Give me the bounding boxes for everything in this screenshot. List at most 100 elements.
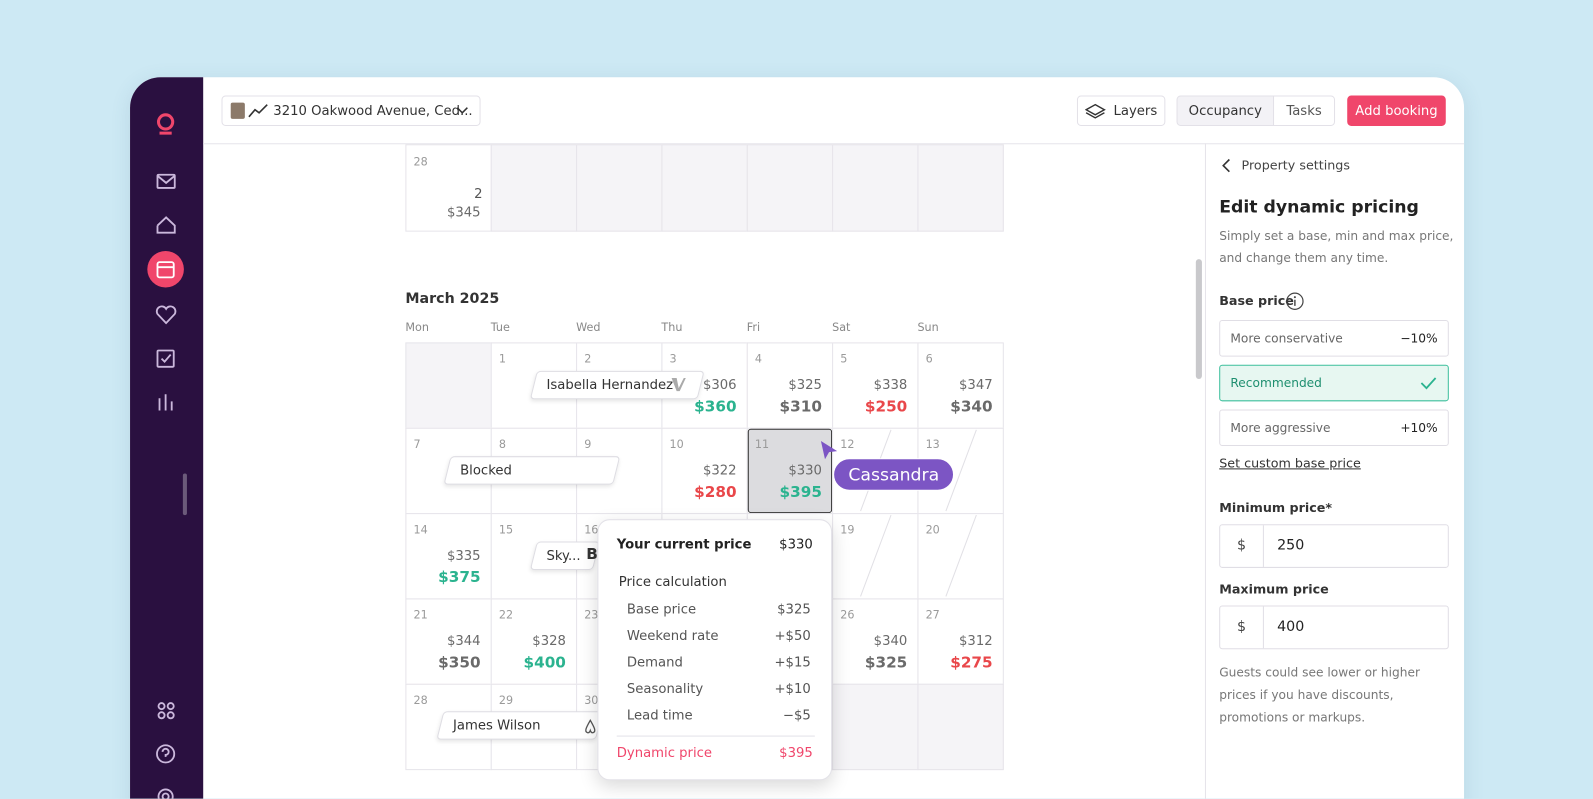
base-price-option[interactable]: More aggressive +10%: [1219, 409, 1449, 447]
weekday: Sun: [917, 321, 939, 335]
home-icon[interactable]: [156, 216, 176, 234]
tooltip-item: Base price: [626, 602, 697, 618]
option-label: Recommended: [1230, 375, 1322, 391]
tooltip-value: $330: [779, 537, 813, 553]
dynamic-price: $350: [438, 653, 481, 672]
check: [1420, 377, 1437, 390]
price: $322: [702, 463, 737, 479]
calendar-cell[interactable]: [917, 683, 1004, 771]
weekday: Mon: [405, 321, 429, 335]
tooltip-item: Weekend rate: [626, 628, 719, 645]
day-number: 10: [669, 437, 684, 452]
dynamic-price: $280: [694, 482, 737, 501]
day-number: 6: [925, 352, 933, 366]
info-icon: [1285, 292, 1304, 315]
layers-label: Layers: [1113, 103, 1158, 119]
dynamic-price: $375: [438, 567, 481, 587]
base-price-option[interactable]: More conservative −10%: [1219, 320, 1449, 357]
dynamic-price: $310: [779, 397, 822, 416]
price-input[interactable]: $400: [1219, 605, 1449, 650]
calendar-cell[interactable]: [832, 683, 919, 771]
sidebar-icons: [147, 113, 187, 799]
day-number: 30: [584, 693, 599, 708]
dynamic-price: $340: [950, 397, 993, 416]
selected-cell: [747, 428, 833, 514]
back-link[interactable]: Property settings: [1241, 157, 1350, 173]
currency: $: [1220, 525, 1264, 567]
panel-description: Simply set a base, min and max price, an…: [1219, 228, 1454, 266]
price: $338: [873, 377, 908, 394]
calendar-cell[interactable]: [917, 342, 1004, 429]
booking-bar[interactable]: Blocked: [443, 456, 621, 485]
custom-price-link[interactable]: Set custom base price: [1219, 455, 1361, 471]
day-number: 20: [925, 523, 940, 537]
moon-icon: [464, 188, 472, 203]
collaborator-label: Cassandra: [833, 458, 955, 491]
field-label: Maximum price: [1219, 581, 1329, 597]
sidebar: [130, 77, 204, 799]
tab[interactable]: Tasks: [1273, 95, 1336, 126]
calendar-cell[interactable]: [746, 342, 834, 429]
input-value: 400: [1277, 618, 1305, 635]
guest-name: Sky...: [546, 548, 581, 564]
apps-icon[interactable]: [157, 702, 175, 720]
calendar-cell[interactable]: [405, 598, 492, 685]
back-icon: [1220, 157, 1232, 177]
guest-name: Isabella Hernandez: [546, 377, 674, 394]
day-number: 9: [584, 437, 592, 452]
layers-button[interactable]: Layers: [1076, 95, 1166, 126]
guest-name: James Wilson: [453, 718, 541, 734]
favorites-icon[interactable]: [155, 305, 177, 325]
field-label: Minimum price*: [1219, 499, 1333, 516]
calendar-cell[interactable]: [917, 598, 1004, 685]
month-title: March 2025: [405, 290, 500, 307]
chevron-left: [1222, 158, 1230, 173]
day-number: 4: [754, 352, 762, 366]
day-number: 11: [754, 437, 770, 452]
vrbo: [671, 377, 686, 392]
booking-bar[interactable]: James Wilson: [436, 711, 603, 740]
help-icon[interactable]: [156, 744, 176, 764]
check-icon: [1419, 374, 1437, 395]
base-price-option[interactable]: Recommended: [1219, 364, 1449, 402]
airbnb-icon: [583, 718, 597, 738]
day-number: 23: [584, 608, 599, 622]
calendar-cell[interactable]: [405, 342, 492, 429]
tab[interactable]: Occupancy: [1176, 95, 1275, 126]
day-number: 21: [413, 608, 428, 622]
option-adjustment: +10%: [1400, 420, 1438, 435]
tooltip-item-value: +$10: [774, 681, 811, 697]
settings-icon[interactable]: [157, 788, 174, 799]
option-label: More conservative: [1230, 331, 1343, 346]
property-thumb: [230, 102, 268, 119]
property-select[interactable]: 3210 Oakwood Avenue, Ced...: [221, 95, 481, 126]
stats-icon[interactable]: [158, 394, 173, 411]
hatch: [945, 429, 977, 512]
inbox-icon[interactable]: [156, 173, 176, 189]
chevron: [456, 107, 468, 114]
input-value: 250: [1277, 537, 1305, 554]
tasks-icon[interactable]: [156, 349, 175, 368]
dynamic-price: $360: [694, 397, 737, 416]
day-number: 27: [925, 608, 940, 622]
calendar-icon[interactable]: [147, 250, 184, 288]
price: $340: [873, 633, 908, 650]
dynamic-price: $325: [864, 653, 908, 672]
tooltip-total-label: Dynamic price: [616, 745, 713, 761]
day-number: 26: [840, 608, 855, 622]
option-label: More aggressive: [1230, 420, 1331, 435]
calendar-cell[interactable]: [832, 342, 919, 429]
tooltip-item: Seasonality: [626, 681, 704, 697]
day-number: 5: [840, 352, 848, 366]
price-input[interactable]: $250: [1219, 524, 1449, 568]
weekday: Fri: [746, 321, 761, 335]
weekday: Wed: [576, 321, 601, 335]
dynamic-price: $395: [779, 482, 822, 501]
property-name: 3210 Oakwood Avenue, Ced...: [273, 103, 473, 119]
calendar-cell[interactable]: [490, 598, 578, 685]
add-booking-button[interactable]: Add booking: [1347, 95, 1446, 126]
calendar-cell: [576, 144, 663, 232]
price: $312: [959, 633, 993, 650]
channel: B: [586, 544, 598, 563]
